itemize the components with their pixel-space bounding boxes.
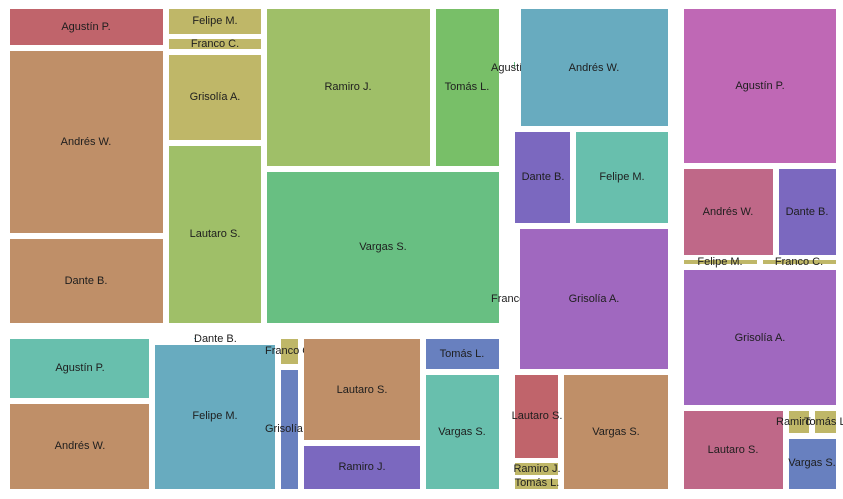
treemap-cell-agustin-p: [10, 339, 149, 398]
treemap-cell-felipe-m: [576, 132, 668, 223]
treemap-cell-dante-b: [10, 239, 163, 323]
treemap-cell-felipe-m: [155, 345, 275, 489]
treemap-cell-franco-c: [281, 339, 298, 364]
treemap-cell-vargas-s: [789, 439, 836, 489]
treemap-cell-felipe-m: [684, 260, 757, 264]
treemap-cell-agustin-p: [10, 9, 163, 45]
treemap-cell-vargas-s: [426, 375, 499, 489]
treemap-cell-andres-w: [10, 404, 149, 489]
treemap-cell-andres-w: [684, 169, 773, 255]
treemap-cell-andres-w: [10, 51, 163, 233]
treemap-cell-ramiro-j: [789, 411, 809, 433]
treemap-cell-dante-b: [194, 338, 195, 339]
treemap-cell-agustin-p: [684, 9, 836, 163]
treemap-cell-grisolia-a: [169, 55, 261, 140]
treemap-cell-label: Dante B.: [194, 333, 237, 345]
treemap-cell-vargas-s: [267, 172, 499, 323]
treemap-cell-franco-c: [169, 39, 261, 49]
treemap-cell-dante-b: [779, 169, 836, 255]
treemap-cell-ramiro-j: [304, 446, 420, 489]
treemap-cell-vargas-s: [564, 375, 668, 489]
treemap-cell-grisolia-a: [281, 370, 298, 489]
treemap-cell-ramiro-j: [267, 9, 430, 166]
treemap-cell-franco-c: [514, 298, 515, 299]
treemap-cell-felipe-m: [169, 9, 261, 34]
treemap-cell-andres-w: [521, 9, 668, 126]
treemap-cell-grisolia-a: [684, 270, 836, 405]
treemap-cell-tomas-l: [515, 479, 558, 489]
treemap-cell-tomas-l: [426, 339, 499, 369]
treemap-cell-tomas-l: [436, 9, 499, 166]
treemap-cell-lautaro-s: [304, 339, 420, 440]
treemap-cell-ramiro-j: [515, 463, 558, 475]
treemap-cell-dante-b: [515, 132, 570, 223]
treemap-cell-grisolia-a: [520, 229, 668, 369]
treemap-cell-agustin-p: [514, 62, 515, 68]
treemap-cell-lautaro-s: [684, 411, 783, 489]
treemap-cell-lautaro-s: [169, 146, 261, 323]
treemap-cell-lautaro-s: [515, 375, 558, 458]
treemap-cell-franco-c: [763, 260, 836, 264]
treemap-cell-tomas-l: [815, 411, 836, 433]
